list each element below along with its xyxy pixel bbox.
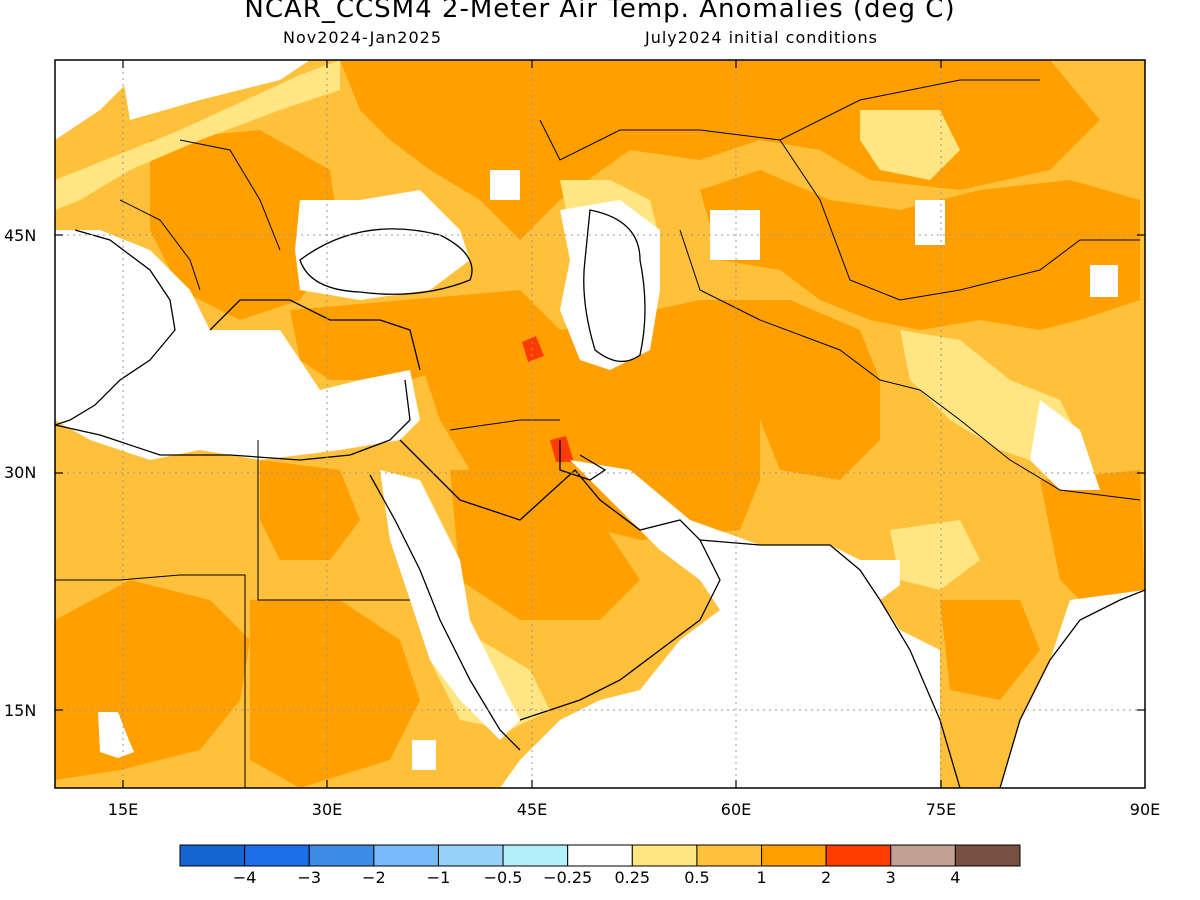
masked-regions [55, 60, 1145, 788]
borders [55, 79, 1141, 788]
lat-label-45n: 45N [4, 226, 37, 245]
initial-conditions: July2024 initial conditions [645, 28, 878, 47]
lon-label-15e: 15E [107, 800, 139, 819]
lon-label-30e: 30E [311, 800, 343, 819]
lon-label-75e: 75E [925, 800, 957, 819]
forecast-period: Nov2024-Jan2025 [283, 28, 442, 47]
colorbar-swatch [825, 844, 892, 867]
colorbar-label: −4 [232, 868, 257, 887]
colorbar-label: 2 [821, 868, 832, 887]
colorbar-swatch [373, 844, 439, 867]
anomaly-2-3-regions [522, 336, 574, 462]
colorbar-swatch [567, 844, 633, 867]
colorbar-label: 1 [756, 868, 767, 887]
colorbar-swatch [631, 844, 698, 867]
lat-label-15n: 15N [4, 701, 37, 720]
colorbar-swatch [244, 844, 310, 867]
colorbar-label: 3 [885, 868, 896, 887]
lon-label-60e: 60E [720, 800, 752, 819]
anomaly-1-2-regions [55, 60, 1145, 788]
colorbar-swatch [761, 844, 827, 867]
coastlines [55, 209, 1145, 788]
lon-label-90e: 90E [1129, 800, 1161, 819]
colorbar-label: −3 [297, 868, 322, 887]
colorbar-label: −2 [362, 868, 386, 887]
colorbar-swatch [437, 844, 504, 867]
lon-label-45e: 45E [516, 800, 548, 819]
colorbar [179, 844, 1021, 867]
colorbar-label: 4 [950, 868, 961, 887]
map-frame [54, 59, 1146, 789]
colorbar-swatch [954, 844, 1021, 867]
colorbar-swatch [502, 844, 569, 867]
lat-label-30n: 30N [4, 463, 37, 482]
colorbar-label: 0.5 [684, 868, 710, 887]
colorbar-label: −0.25 [543, 868, 593, 887]
graticule [55, 60, 1145, 788]
colorbar-swatch [308, 844, 375, 867]
colorbar-swatch [179, 844, 246, 867]
axis-ticks [55, 60, 1145, 788]
colorbar-label: 0.25 [614, 868, 651, 887]
map-title: NCAR_CCSM4 2-Meter Air Temp. Anomalies (… [244, 0, 956, 24]
colorbar-label: −1 [426, 868, 451, 887]
colorbar-swatch [696, 844, 763, 867]
colorbar-label: −0.5 [483, 868, 523, 887]
colorbar-swatch [890, 844, 956, 867]
